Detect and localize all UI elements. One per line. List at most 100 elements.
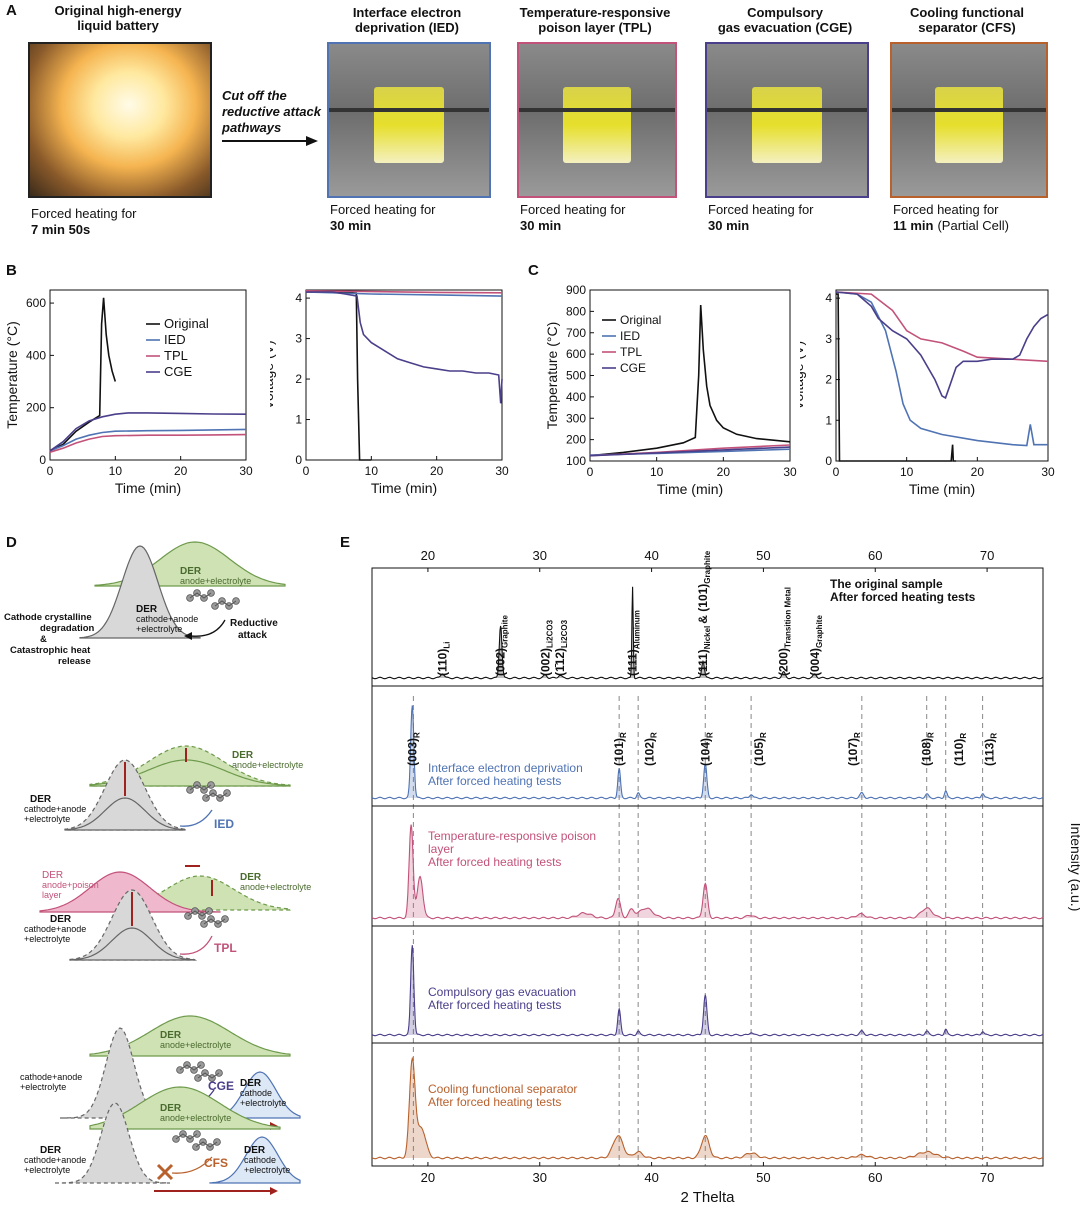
ied-arrow	[179, 809, 213, 827]
x-tick-label: 0	[47, 464, 54, 478]
molecule-bond	[197, 1072, 220, 1079]
photo-title: Temperature-responsive poison layer (TPL)	[497, 5, 693, 35]
miller-index: (111)	[696, 649, 710, 676]
x-tick-label: 20	[430, 464, 444, 478]
der-label: DER	[160, 1103, 182, 1114]
legend-label: Original	[620, 313, 661, 327]
y-tick-label: 700	[566, 326, 586, 340]
phase-subscript: R	[989, 733, 998, 739]
y-tick-label: 100	[566, 454, 586, 468]
blocked-x-icon	[156, 1163, 174, 1181]
sample-label: After forced heating tests	[428, 855, 561, 869]
x-axis-label: Time (min)	[371, 480, 437, 496]
miller-index-2: & (101)	[696, 584, 710, 624]
electrolyte-molecule-icon	[192, 1138, 221, 1151]
photo-caption: Forced heating for 30 min	[520, 202, 626, 234]
der-sub-label: anode+electrolyte	[160, 1113, 231, 1123]
phase-subscript: Graphite	[501, 615, 510, 648]
y-axis-label: Temperature (°C)	[544, 322, 560, 430]
x-tick-label: 30	[1041, 465, 1055, 479]
y-tick-label: 800	[566, 304, 586, 318]
arrow-head-icon	[184, 632, 192, 640]
peak-annotation: (004)Graphite	[808, 615, 824, 676]
x-tick-label: 20	[717, 465, 731, 479]
miller-index: (102)	[642, 738, 656, 766]
phase-subscript: R	[412, 732, 421, 738]
pouch-cell-image	[935, 86, 1003, 163]
series-line-cge	[589, 446, 791, 457]
top-tick-label: 40	[644, 548, 658, 563]
molecule-bond	[203, 918, 226, 925]
series-line-cge	[49, 412, 247, 452]
x-tick-label: 0	[303, 464, 310, 478]
cathode-anode-peak	[79, 545, 201, 639]
cfs-label: CFS	[204, 1156, 228, 1170]
y-tick-label: 3	[295, 332, 302, 346]
y-axis-label: Voltage (V)	[800, 341, 806, 410]
series-line-cge	[306, 291, 503, 404]
bottom-tick-label: 20	[421, 1170, 435, 1185]
der-sub-label: anode+electrolyte	[180, 576, 251, 586]
y-axis-label: Intensity (a.u.)	[1068, 823, 1080, 912]
degradation-label: Catastrophic heat	[10, 645, 91, 656]
miller-index: (002)	[538, 648, 552, 676]
battery-test-photo	[327, 42, 491, 198]
chart-e-xrd: 20 30 40 50 60 70 20 30 40 50 60 70 2 Thelta Intensit…	[371, 548, 1080, 1206]
electrolyte-molecule-icon	[202, 789, 231, 802]
electrolyte-molecule-icon	[176, 1061, 205, 1074]
y-tick-label: 0	[825, 454, 832, 468]
photo-caption: Forced heating for 30 min	[330, 202, 436, 234]
degradation-label: Cathode crystalline	[4, 612, 92, 623]
sample-label: After forced heating tests	[428, 774, 561, 788]
x-axis-label: Time (min)	[657, 481, 723, 497]
electrolyte-molecule-icon	[211, 597, 240, 610]
electrolyte-molecule-icon	[172, 1130, 201, 1143]
der-label: DER	[30, 794, 52, 805]
der-sub-label: +electrolyte	[244, 1165, 290, 1175]
photo-caption: Forced heating for 11 min (Partial Cell)	[893, 202, 1009, 234]
miller-index: (107)	[846, 738, 860, 766]
top-tick-label: 20	[421, 548, 435, 563]
miller-index: (003)	[405, 738, 419, 766]
xrd-pattern-line	[371, 1056, 1044, 1160]
test-stand-image	[892, 107, 1046, 112]
y-tick-label: 1	[825, 413, 832, 427]
molecule-bond	[179, 1064, 202, 1071]
sample-label: After forced heating tests	[428, 1095, 561, 1109]
reductive-label: Reductive	[230, 618, 278, 629]
subplot-frame	[371, 1042, 1044, 1167]
molecule-bond	[189, 784, 212, 791]
y-tick-label: 200	[566, 433, 586, 447]
sample-label: The original sample	[830, 577, 943, 591]
pouch-cell-image	[373, 86, 445, 163]
caption-note: (Partial Cell)	[937, 218, 1009, 233]
y-tick-label: 900	[566, 283, 586, 297]
peak-annotation: (111)Nickel & (101)Graphite	[696, 550, 712, 676]
test-stand-image	[519, 107, 675, 112]
der-sub-label: cathode+anode	[24, 1155, 86, 1165]
phase-subscript: R	[759, 732, 768, 738]
cfs-arrow	[171, 1156, 213, 1174]
caption-line: Forced heating for	[330, 202, 436, 217]
peak-annotation: (101)R	[612, 732, 628, 766]
photo-title-line: Temperature-responsive	[519, 5, 671, 20]
test-stand-image	[707, 107, 867, 112]
miller-index: (105)	[752, 738, 766, 766]
peak-annotation: (003)R	[405, 732, 421, 766]
y-tick-label: 600	[566, 347, 586, 361]
pouch-cell-image	[562, 86, 632, 163]
x-axis-label: Time (min)	[909, 481, 975, 497]
test-stand-image	[329, 107, 489, 112]
phase-subscript: Graphite	[815, 615, 824, 648]
phase-subscript: R	[959, 733, 968, 739]
photo-title: Interface electron deprivation (IED)	[307, 5, 507, 35]
der-sub-label: +electrolyte	[20, 1082, 66, 1092]
x-tick-label: 10	[900, 465, 914, 479]
der-label: DER	[232, 750, 254, 761]
phase-subscript: Nickel	[703, 626, 712, 650]
series-line-ied	[49, 428, 247, 452]
der-label: DER	[42, 870, 63, 881]
panel-letter-d: D	[6, 534, 17, 551]
y-tick-label: 600	[26, 296, 46, 310]
der-sub-label: layer	[42, 890, 62, 900]
